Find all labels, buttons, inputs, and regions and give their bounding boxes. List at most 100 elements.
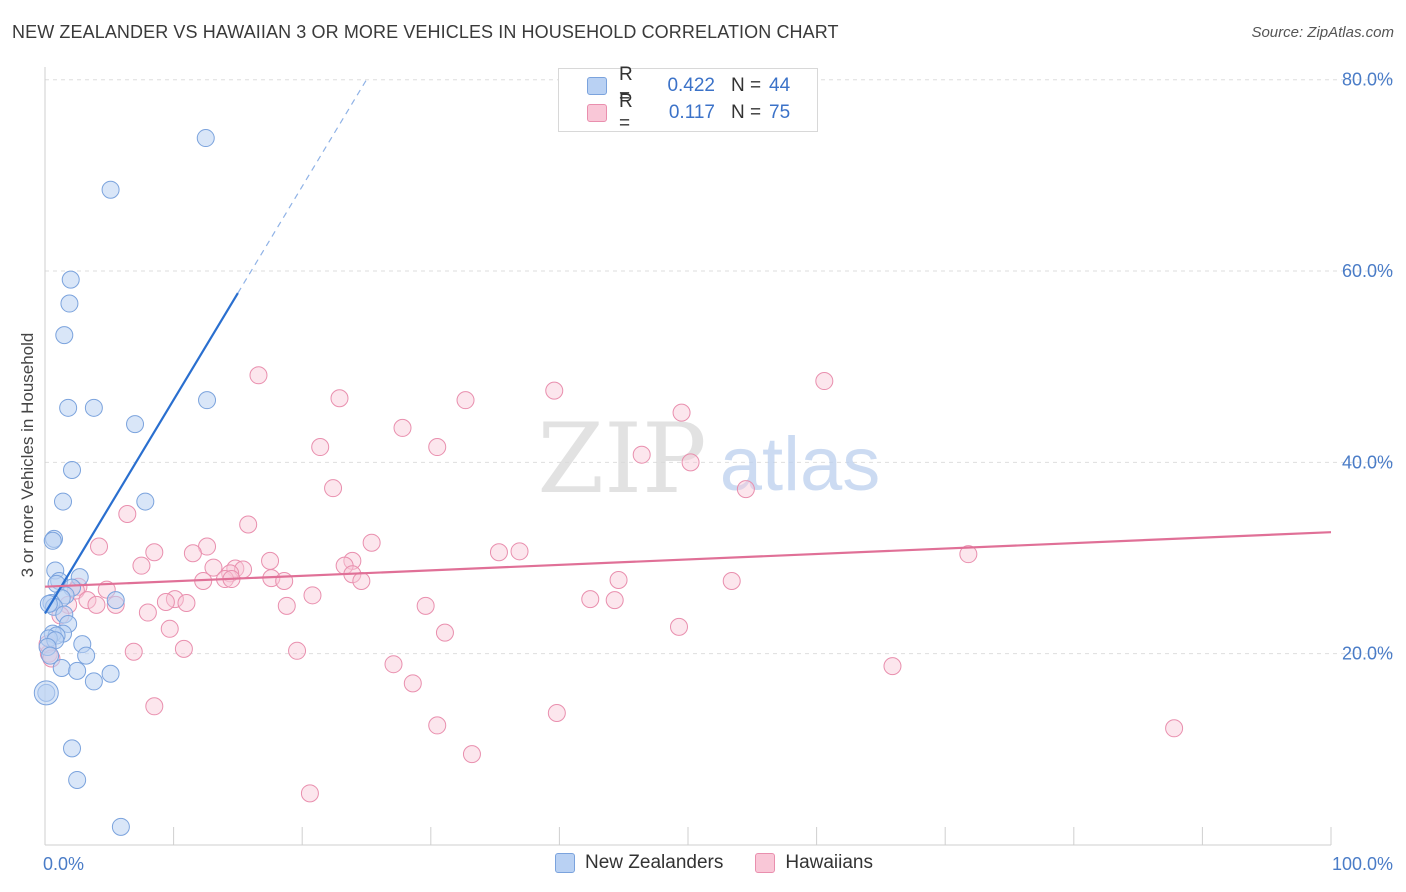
- legend-r-label: R =: [619, 91, 633, 134]
- legend-n-label: N =: [731, 102, 762, 123]
- hawaiian-point: [456, 391, 475, 410]
- hawaiian-point: [204, 558, 223, 577]
- x-tick-labels: 0.0% 100.0%: [43, 854, 1393, 874]
- legend-swatch-hawaiians: [587, 104, 607, 122]
- hawaiian-point: [815, 372, 834, 391]
- hawaiian-point: [87, 595, 106, 614]
- new-zealander-point: [52, 659, 71, 678]
- hawaiian-point: [275, 571, 294, 590]
- hawaiian-point: [324, 479, 343, 498]
- hawaiian-point: [261, 551, 280, 570]
- hawaiian-point: [288, 641, 307, 660]
- gridlines: [45, 79, 1393, 655]
- y-tick-label: 40.0%: [1342, 452, 1393, 472]
- new-zealander-point: [106, 591, 125, 610]
- new-zealander-point: [84, 398, 103, 417]
- legend-row-hawaiians: R = 0.117 N = 75: [587, 91, 790, 134]
- bottom-legend-label-hawaiians: Hawaiians: [785, 852, 873, 873]
- hawaiian-point: [547, 703, 566, 722]
- hawaiian-point: [435, 623, 454, 642]
- hawaiian-point: [177, 593, 196, 612]
- hawaiian-point: [1165, 719, 1184, 738]
- hawaiian-point: [545, 381, 564, 400]
- hawaiian-point: [145, 697, 164, 716]
- new-zealanders-points: [33, 129, 217, 836]
- new-zealander-point-large: [33, 680, 59, 706]
- axes: [44, 67, 1332, 846]
- new-zealanders-trend-line: [44, 292, 239, 615]
- bottom-legend-label-new-zealanders: New Zealanders: [585, 852, 724, 873]
- new-zealander-point: [77, 646, 96, 665]
- hawaiian-point: [330, 389, 349, 408]
- hawaiian-point: [489, 543, 508, 562]
- hawaiian-point: [352, 571, 371, 590]
- watermark-zip: ZIP: [537, 403, 706, 515]
- new-zealander-point: [68, 661, 87, 680]
- hawaiian-point: [118, 505, 137, 524]
- y-axis-title: 3 or more Vehicles in Household: [18, 333, 37, 578]
- bottom-legend-swatch-new-zealanders: [555, 853, 575, 873]
- hawaiian-point: [883, 657, 902, 676]
- hawaiian-point: [311, 438, 330, 457]
- hawaiian-point: [581, 590, 600, 609]
- hawaiian-point: [124, 642, 143, 661]
- watermark-atlas: atlas: [720, 422, 881, 507]
- hawaiian-point: [249, 366, 268, 385]
- hawaiian-point: [393, 418, 412, 437]
- hawaiian-point: [959, 545, 978, 564]
- hawaiian-point: [605, 591, 624, 610]
- legend-r-value: 0.117: [668, 102, 715, 123]
- hawaiians-trend-line: [44, 531, 1332, 588]
- bottom-legend-hawaiians: Hawaiians: [755, 852, 873, 874]
- new-zealander-point: [68, 770, 87, 789]
- hawaiian-point: [428, 716, 447, 735]
- new-zealander-point: [60, 294, 79, 313]
- new-zealander-point: [55, 326, 74, 345]
- legend: R = 0.422 N = 44 R = 0.117 N = 75: [558, 64, 818, 134]
- hawaiian-point: [138, 603, 157, 622]
- new-zealander-point: [101, 664, 120, 683]
- hawaiian-point: [736, 480, 755, 499]
- hawaiian-point: [78, 591, 97, 610]
- hawaiian-point: [669, 617, 688, 636]
- hawaiian-point: [510, 542, 529, 561]
- new-zealander-point: [54, 492, 73, 511]
- bottom-legend-new-zealanders: New Zealanders: [555, 852, 723, 874]
- new-zealander-point: [41, 646, 60, 665]
- watermark: ZIP atlas: [537, 403, 880, 515]
- y-tick-label: 80.0%: [1342, 70, 1393, 90]
- hawaiian-point: [428, 438, 447, 457]
- hawaiian-point: [145, 543, 164, 562]
- hawaiian-point: [239, 515, 258, 534]
- new-zealanders-trend-extension: [237, 79, 368, 294]
- new-zealander-point: [84, 672, 103, 691]
- hawaiian-point: [183, 544, 202, 563]
- new-zealander-point: [136, 492, 155, 511]
- legend-n-value: 44: [769, 75, 791, 96]
- hawaiian-point: [156, 593, 175, 612]
- new-zealander-point: [196, 129, 215, 148]
- hawaiian-point: [403, 674, 422, 693]
- hawaiian-point: [632, 445, 651, 464]
- new-zealander-point: [198, 391, 217, 410]
- chart-title: NEW ZEALANDER VS HAWAIIAN 3 OR MORE VEHI…: [12, 22, 839, 42]
- new-zealander-point: [43, 531, 62, 550]
- hawaiian-point: [300, 784, 319, 803]
- hawaiian-point: [681, 453, 700, 472]
- legend-swatch-new-zealanders: [587, 77, 607, 95]
- trend-lines: [44, 79, 1332, 615]
- hawaiian-point: [221, 564, 240, 583]
- hawaiian-point: [672, 403, 691, 422]
- y-tick-label: 60.0%: [1342, 261, 1393, 281]
- x-tick-label: 0.0%: [43, 854, 84, 874]
- hawaiian-point: [132, 556, 151, 575]
- legend-r-label: R =: [619, 64, 633, 107]
- hawaiian-point: [384, 655, 403, 674]
- new-zealander-point: [126, 415, 145, 434]
- legend-row-new-zealanders: R = 0.422 N = 44: [587, 64, 791, 107]
- hawaiian-point: [303, 586, 322, 605]
- hawaiian-point: [416, 596, 435, 615]
- hawaiian-point: [462, 745, 481, 764]
- hawaiian-point: [277, 596, 296, 615]
